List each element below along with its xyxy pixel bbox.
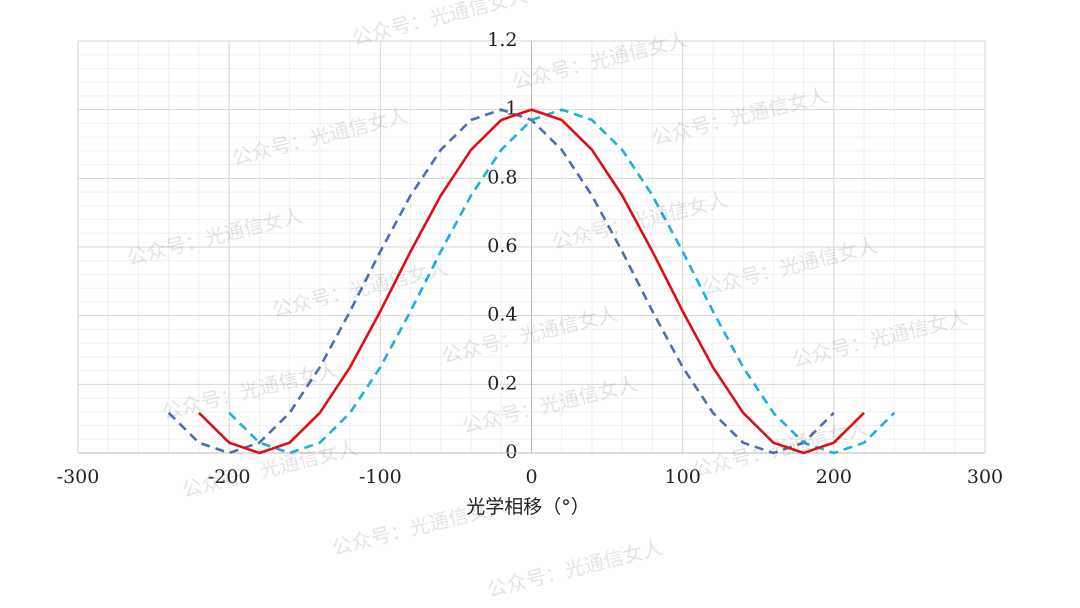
x-tick-label: 300 (967, 466, 1003, 488)
line-series (228, 108, 896, 455)
x-tick-label: -100 (359, 466, 402, 488)
y-tick-label: 0.6 (487, 235, 517, 257)
watermark: 公众号：光通信女人 (699, 233, 879, 300)
y-tick-label: 0.8 (487, 166, 517, 188)
x-tick-label: 100 (665, 466, 701, 488)
y-tick-label: 1.2 (487, 29, 517, 51)
line-series (167, 108, 835, 455)
watermark: 公众号：光通信女人 (549, 187, 729, 254)
watermark: 公众号：光通信女人 (789, 305, 969, 372)
watermark: 公众号：光通信女人 (509, 27, 689, 94)
x-tick-label: -300 (57, 466, 100, 488)
y-tick-label: 0.4 (487, 304, 517, 326)
y-tick-label: 0 (505, 441, 517, 463)
watermark: 公众号：光通信女人 (484, 535, 664, 602)
watermark: 公众号：光通信女人 (649, 83, 829, 150)
watermark: 公众号：光通信女人 (159, 357, 339, 424)
x-tick-label: 200 (816, 466, 852, 488)
x-tick-label: -200 (208, 466, 251, 488)
x-tick-label: 0 (525, 466, 537, 488)
watermark: 公众号：光通信女人 (439, 301, 619, 368)
x-axis-title: 光学相移（°） (466, 496, 590, 518)
watermark: 公众号：光通信女人 (329, 493, 509, 560)
y-tick-label: 0.2 (487, 372, 517, 394)
watermark: 公众号：光通信女人 (124, 203, 304, 270)
line-series (198, 108, 865, 455)
